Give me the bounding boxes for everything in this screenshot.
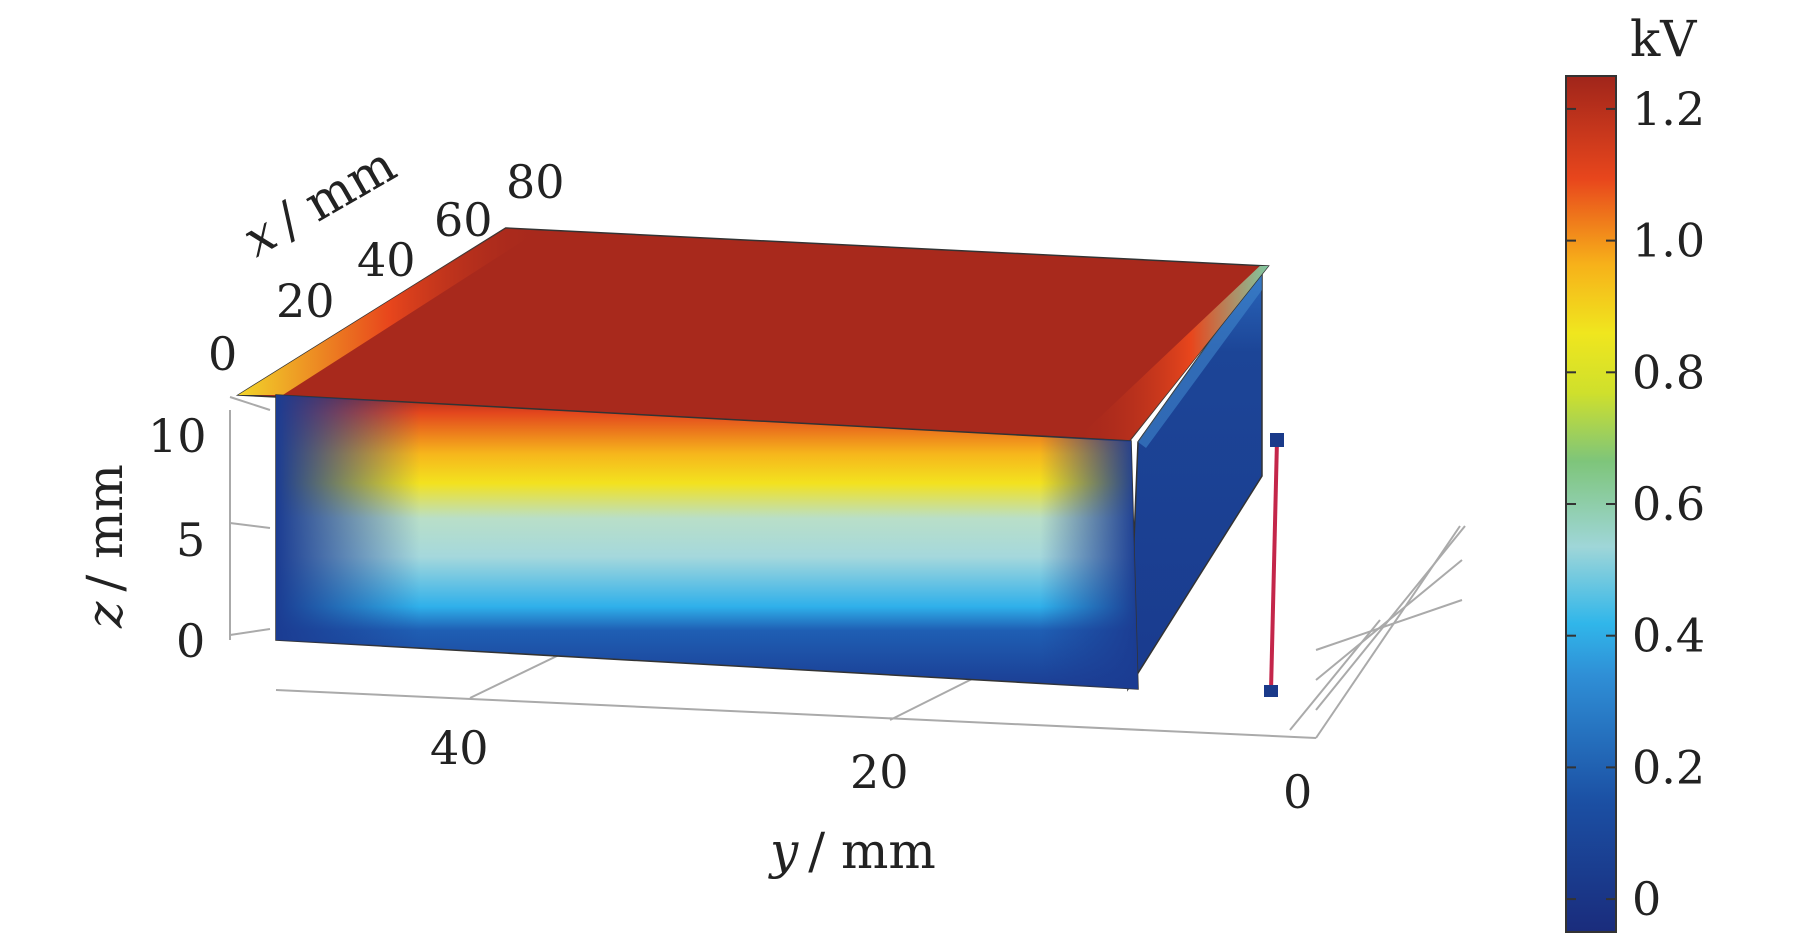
grid-line xyxy=(229,628,271,636)
svg-text:y/ mm: y / mm xyxy=(768,822,936,880)
marker-line xyxy=(1269,439,1279,692)
x-tick-label: 80 xyxy=(506,155,565,209)
colorbar-tick-label: 0.2 xyxy=(1632,740,1705,794)
top-face-left-edge xyxy=(238,228,540,395)
y-tick-label: 0 xyxy=(1283,765,1312,819)
z-tick-label: 10 xyxy=(148,409,207,463)
z-axis-label: z/ mm xyxy=(76,464,134,629)
colorbar-tick-label: 1.2 xyxy=(1632,82,1705,136)
z-tick-label: 5 xyxy=(176,513,205,567)
colorbar-tick-label: 0.4 xyxy=(1632,609,1705,663)
front-face-right-shade xyxy=(1040,436,1138,689)
grid-line xyxy=(229,396,271,411)
grid-line xyxy=(1315,559,1463,681)
y-tick-label: 20 xyxy=(850,745,909,799)
colorbar-unit-label: kV xyxy=(1630,10,1697,68)
grid-line xyxy=(1289,619,1381,731)
z-tick-label: 0 xyxy=(176,614,205,668)
front-face-left-shade xyxy=(276,395,420,648)
y-axis-label: y / mm xyxy=(768,822,936,880)
grid-line xyxy=(1315,599,1463,651)
colorbar-tick-label: 0.8 xyxy=(1632,345,1705,399)
top-face-right-edge xyxy=(1074,266,1269,441)
grid-line xyxy=(229,522,271,529)
svg-text:z/ mm: z/ mm xyxy=(76,464,134,629)
x-tick-label: 60 xyxy=(434,193,493,247)
y-tick-label: 40 xyxy=(430,721,489,775)
colorbar-tick-label: 0.6 xyxy=(1632,477,1705,531)
tick-labels: 0 20 40 60 80 0 5 10 40 20 0 xyxy=(148,155,1312,819)
colorbar: kV 0 0.2 0.4 0.6 0.8 1.0 1.2 xyxy=(1565,10,1705,933)
marker-bottom-end xyxy=(1264,685,1278,697)
marker-top-end xyxy=(1270,433,1284,447)
x-tick-label: 20 xyxy=(276,274,335,328)
x-tick-label: 40 xyxy=(357,233,416,287)
x-tick-label: 0 xyxy=(208,327,237,381)
colorbar-ticks: 0 0.2 0.4 0.6 0.8 1.0 1.2 xyxy=(1566,82,1705,926)
grid-line xyxy=(275,689,1317,739)
colorbar-tick-label: 1.0 xyxy=(1632,214,1705,268)
colorbar-tick-label: 0 xyxy=(1632,872,1661,926)
